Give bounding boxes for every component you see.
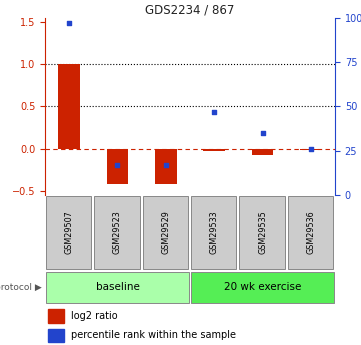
Text: GSM29533: GSM29533 xyxy=(210,211,219,254)
Bar xyxy=(155,149,177,184)
Point xyxy=(114,162,120,168)
Text: log2 ratio: log2 ratio xyxy=(71,311,118,321)
Text: GSM29536: GSM29536 xyxy=(306,211,315,254)
Bar xyxy=(203,149,225,151)
Point xyxy=(308,146,314,152)
Bar xyxy=(94,196,140,269)
Text: 20 wk exercise: 20 wk exercise xyxy=(224,283,301,293)
Bar xyxy=(300,149,322,150)
Bar xyxy=(288,196,333,269)
Bar xyxy=(48,309,64,323)
Point xyxy=(163,162,169,168)
Bar xyxy=(252,149,273,155)
Bar xyxy=(106,149,129,184)
Point xyxy=(260,130,265,136)
Bar xyxy=(239,196,285,269)
Text: percentile rank within the sample: percentile rank within the sample xyxy=(71,331,236,341)
Text: GSM29535: GSM29535 xyxy=(258,211,267,254)
Bar xyxy=(46,272,189,303)
Bar xyxy=(191,272,334,303)
Bar xyxy=(143,196,188,269)
Text: GSM29529: GSM29529 xyxy=(161,210,170,255)
Bar xyxy=(58,65,80,149)
Text: protocol ▶: protocol ▶ xyxy=(0,283,42,292)
Text: baseline: baseline xyxy=(96,283,139,293)
Text: GSM29523: GSM29523 xyxy=(113,211,122,254)
Bar xyxy=(48,328,64,342)
Text: GSM29507: GSM29507 xyxy=(65,211,74,254)
Bar xyxy=(191,196,236,269)
Bar xyxy=(46,196,91,269)
Title: GDS2234 / 867: GDS2234 / 867 xyxy=(145,4,235,17)
Point xyxy=(211,109,217,115)
Point xyxy=(66,21,72,26)
